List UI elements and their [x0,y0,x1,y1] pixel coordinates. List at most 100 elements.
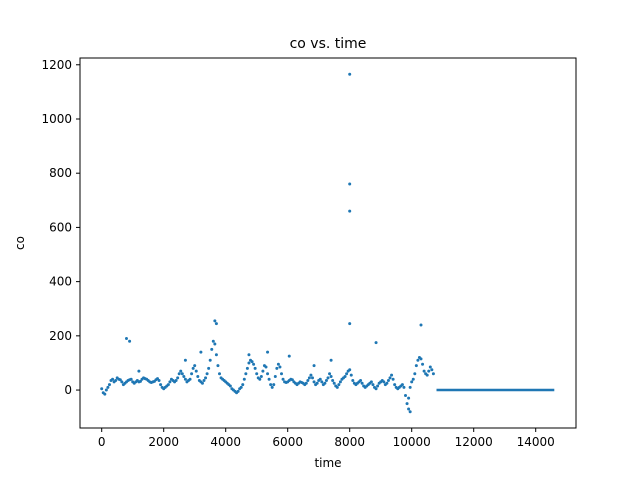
data-point [369,380,373,384]
data-point [419,357,423,361]
data-point [400,383,404,387]
data-point [129,377,133,381]
data-point [428,365,432,369]
data-point [348,182,352,186]
data-point [311,376,314,380]
data-point [382,380,386,384]
data-point [275,366,279,370]
data-point [204,376,208,380]
data-point [407,407,411,411]
data-point [253,366,257,370]
data-point [414,364,418,368]
data-point [190,372,194,376]
x-tick-label: 10000 [393,435,431,449]
data-point [332,381,336,385]
data-point [402,385,406,389]
data-point [100,387,104,391]
data-point [270,385,274,389]
data-point [410,380,414,384]
data-point [393,383,397,387]
data-point [241,383,245,387]
data-point [404,393,407,397]
x-tick-label: 12000 [455,435,493,449]
x-axis-title: time [314,456,341,470]
data-point [407,396,411,400]
data-point [250,360,254,364]
data-point [183,358,187,362]
data-point [338,380,342,384]
data-point [214,353,218,357]
x-axis-ticks: 0 2000 4000 6000 8000 10000 12000 14000 [98,428,555,449]
data-point [120,380,124,384]
data-point [193,364,197,368]
data-point [182,375,186,378]
data-point [214,322,218,326]
data-point [324,379,328,383]
data-point [111,377,115,381]
data-point [337,383,341,387]
data-point [118,378,122,382]
x-tick-label: 14000 [517,435,555,449]
data-point [157,379,161,383]
data-point [103,392,107,396]
data-point [405,402,409,406]
data-point [125,337,128,341]
scatter-points [100,72,435,414]
data-point [273,375,277,378]
data-point [174,379,178,383]
data-point [266,372,270,376]
data-point [287,354,291,358]
data-point [239,385,243,389]
x-tick-label: 8000 [334,435,365,449]
data-point [245,366,249,370]
data-point [106,385,110,389]
y-tick-label: 1200 [41,58,72,72]
data-point [416,358,420,362]
data-point [194,369,198,373]
data-point [348,368,352,372]
data-point [309,373,313,377]
data-point [259,375,263,378]
data-point [247,361,251,365]
data-point [391,377,395,381]
data-point [242,377,246,381]
data-point [360,381,364,385]
data-point [343,375,347,378]
data-point [431,372,435,376]
data-point [374,341,378,345]
data-point [266,350,270,354]
data-point [306,379,310,383]
chart-title: co vs. time [290,36,367,52]
data-point [261,369,265,373]
data-point [390,373,394,377]
data-point [329,358,333,362]
data-point [374,387,378,391]
data-point [252,362,256,366]
data-point [386,379,390,383]
y-tick-label: 200 [49,329,72,343]
data-point [388,376,392,380]
data-point [199,350,203,354]
data-point [315,381,319,385]
x-tick-label: 2000 [148,435,179,449]
data-point [413,372,417,376]
data-point [202,379,206,383]
data-point [348,209,352,213]
data-point [408,385,412,389]
data-point [421,362,425,366]
data-point [348,72,352,76]
data-point [213,319,217,323]
y-tick-label: 0 [64,383,72,397]
data-point [236,389,240,393]
plot-area: 0 2000 4000 6000 8000 10000 12000 14000 0 200 400… [41,57,577,449]
data-point [200,381,204,385]
data-point [349,373,353,377]
data-point [281,377,285,381]
data-point [425,373,429,377]
data-point [188,377,192,381]
data-point [168,380,172,384]
data-point [267,377,271,381]
data-point [323,381,327,385]
